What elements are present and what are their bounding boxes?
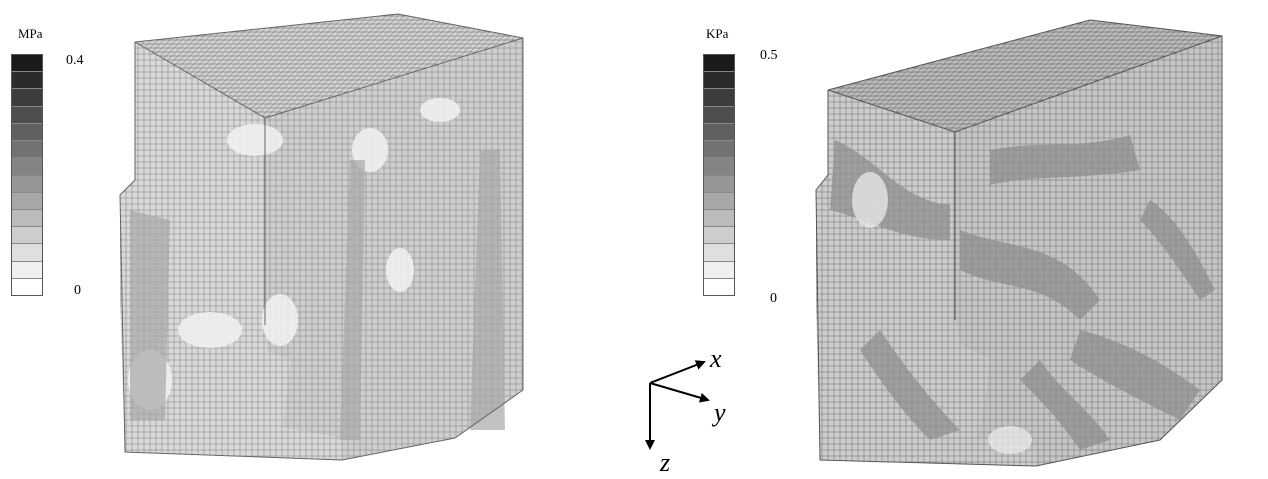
colorscale-band: [704, 55, 734, 73]
colorscale-band: [704, 278, 734, 296]
colorscale-band: [12, 141, 42, 159]
colorscale-band: [704, 123, 734, 142]
colorscale-band: [704, 209, 734, 228]
colorscale-band: [12, 278, 42, 296]
colorscale-band: [12, 192, 42, 210]
left-max-label: 0.4: [66, 53, 84, 68]
colorscale-band: [12, 209, 42, 228]
right-colorscale: [703, 54, 735, 296]
right-low-stress-regions: [852, 172, 1032, 454]
left-unit-label: MPa: [18, 26, 43, 41]
colorscale-band: [12, 55, 42, 73]
colorscale-band: [704, 106, 734, 124]
x-axis-label: x: [710, 344, 722, 373]
colorscale-band: [12, 175, 42, 193]
x-axis-arrow: [649, 360, 706, 384]
y-axis-label: y: [714, 398, 726, 427]
z-axis-label: z: [660, 448, 671, 477]
colorscale-band: [704, 158, 734, 176]
colorscale-band: [704, 227, 734, 245]
colorscale-band: [704, 72, 734, 90]
colorscale-band: [12, 123, 42, 142]
left-colorscale: [11, 54, 43, 296]
left-min-label: 0: [74, 283, 81, 298]
right-min-label: 0: [770, 291, 777, 306]
colorscale-band: [704, 261, 734, 279]
colorscale-band: [704, 141, 734, 159]
colorscale-band: [12, 72, 42, 90]
colorscale-band: [12, 244, 42, 262]
left-high-stress-regions: [130, 150, 505, 440]
colorscale-band: [12, 261, 42, 279]
colorscale-band: [12, 227, 42, 245]
right-unit-label: KPa: [706, 26, 729, 41]
colorscale-band: [12, 106, 42, 124]
colorscale-band: [12, 158, 42, 176]
colorscale-band: [12, 89, 42, 107]
colorscale-band: [704, 192, 734, 210]
right-max-label: 0.5: [760, 48, 778, 63]
right-high-stress-regions: [830, 135, 1215, 450]
colorscale-band: [704, 89, 734, 107]
colorscale-band: [704, 244, 734, 262]
colorscale-band: [704, 175, 734, 193]
y-axis-arrow: [649, 382, 710, 403]
